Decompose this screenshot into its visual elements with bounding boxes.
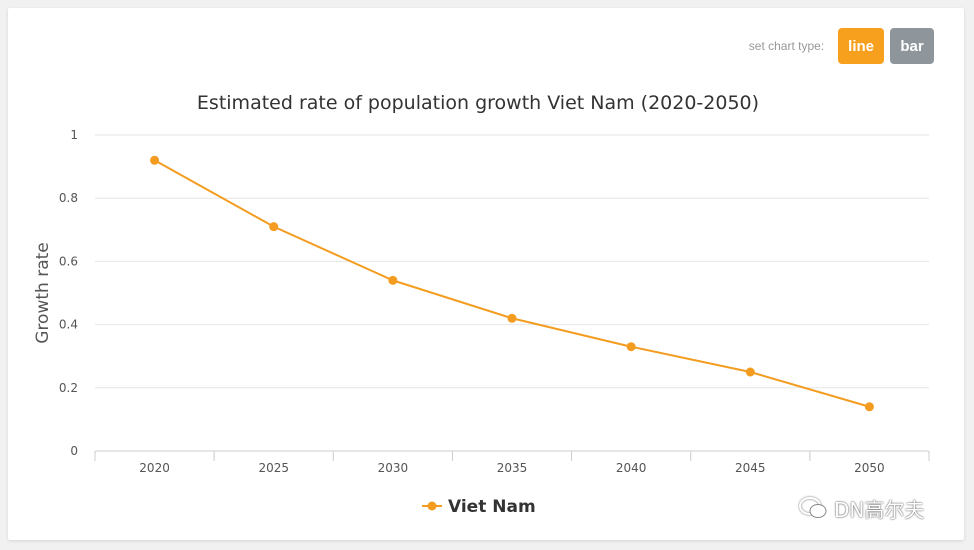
chart-type-toolbar: set chart type: line bar [749, 28, 934, 64]
chat-bubbles-icon [799, 497, 827, 518]
chart-title: Estimated rate of population growth Viet… [197, 92, 759, 114]
x-tick-label: 2030 [378, 461, 409, 475]
y-axis: 0 0.2 0.4 0.6 0.8 1 [59, 128, 78, 458]
x-tick-label: 2025 [258, 461, 289, 475]
y-tick-label: 0.6 [59, 254, 78, 268]
grid [95, 134, 929, 389]
x-tick-label: 2040 [616, 461, 647, 475]
y-tick-label: 0.8 [59, 191, 78, 205]
data-point[interactable] [745, 367, 755, 377]
legend-item-viet-nam[interactable]: Viet Nam [448, 497, 536, 517]
watermark: DN高尔夫 [798, 494, 924, 522]
x-tick-label: 2050 [854, 461, 885, 475]
y-tick-label: 0.4 [59, 318, 78, 332]
y-tick-label: 0 [70, 444, 78, 458]
y-axis-title: Growth rate [33, 242, 53, 343]
watermark-text: DN高尔夫 [834, 497, 925, 522]
data-point[interactable] [269, 222, 279, 232]
data-point[interactable] [150, 155, 160, 165]
series-viet-nam[interactable] [150, 155, 874, 412]
data-point[interactable] [626, 342, 636, 352]
y-tick-label: 1 [70, 128, 78, 142]
x-tick-label: 2035 [497, 461, 528, 475]
legend-dot-marker [427, 501, 437, 511]
data-point[interactable] [864, 402, 874, 412]
x-tick-label: 2020 [139, 461, 170, 475]
data-point[interactable] [507, 313, 517, 323]
line-chart-button[interactable]: line [838, 28, 884, 64]
bar-chart-button[interactable]: bar [890, 28, 934, 64]
chart-type-label: set chart type: [748, 39, 825, 53]
x-tick-label: 2045 [735, 461, 766, 475]
series-line [154, 159, 870, 408]
x-axis: 2020 2025 2030 2035 2040 2045 2050 [94, 450, 930, 475]
y-tick-label: 0.2 [59, 381, 78, 395]
legend[interactable]: Viet Nam [422, 497, 536, 517]
data-point[interactable] [388, 275, 398, 285]
